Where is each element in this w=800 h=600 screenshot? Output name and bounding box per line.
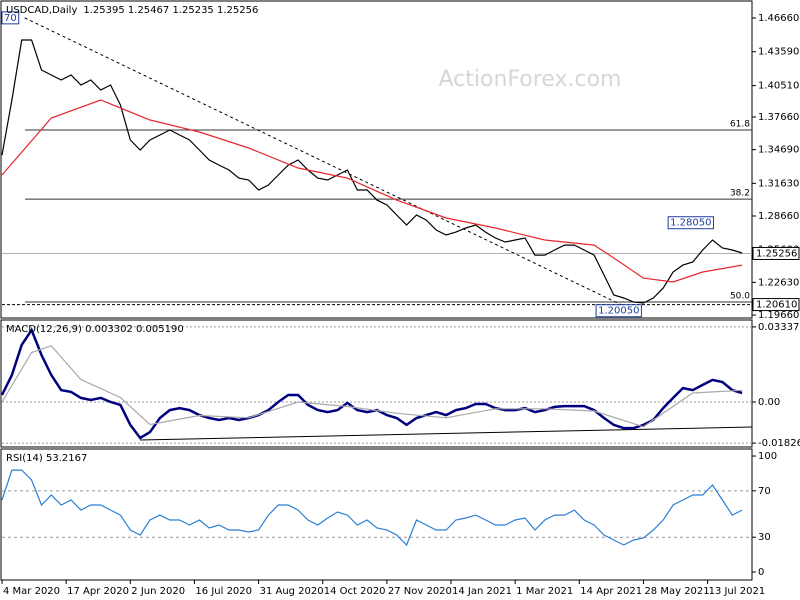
y-tick-label: 1.19660 bbox=[758, 310, 799, 321]
y-tick-label: 1.34690 bbox=[758, 145, 799, 156]
series-line bbox=[1, 99, 743, 283]
y-tick-label: 1.22630 bbox=[758, 277, 799, 288]
y-tick-label: -0.018262 bbox=[758, 438, 800, 449]
y-tick-label: 1.31630 bbox=[758, 178, 799, 189]
annotation-label: 70 bbox=[4, 13, 17, 24]
series-line bbox=[0, 327, 743, 440]
y-tick-label: 0.03337 bbox=[758, 322, 799, 333]
x-tick-label: 27 Nov 2020 bbox=[388, 586, 452, 597]
panel-title: RSI(14) 53.2167 bbox=[6, 453, 87, 464]
x-tick-label: 14 Jan 2021 bbox=[452, 586, 512, 597]
series-line bbox=[1, 345, 743, 428]
panel-title: MACD(12,26,9) 0.003302 0.005190 bbox=[6, 324, 184, 335]
panel-frame bbox=[0, 448, 753, 581]
annotation-box bbox=[667, 216, 714, 230]
x-tick-label: 13 Jul 2021 bbox=[709, 586, 766, 597]
support-label: 1.20610 bbox=[756, 300, 797, 311]
annotation-box bbox=[595, 304, 642, 318]
annotation-label: 1.20050 bbox=[598, 306, 639, 317]
annotation-label: 1.28050 bbox=[670, 218, 711, 229]
y-tick-label: 1.43590 bbox=[758, 47, 799, 58]
panel-frame bbox=[0, 0, 753, 319]
y-tick-label: 0 bbox=[758, 567, 764, 578]
y-tick-label: 30 bbox=[758, 532, 771, 543]
y-tick-label: 100 bbox=[758, 451, 777, 462]
x-tick-label: 1 Mar 2021 bbox=[516, 586, 573, 597]
series-line bbox=[1, 469, 743, 547]
x-tick-label: 28 May 2021 bbox=[644, 586, 709, 597]
watermark: ActionForex.com bbox=[439, 67, 622, 92]
trendline bbox=[140, 426, 753, 441]
y-tick-label: 70 bbox=[758, 486, 771, 497]
panel-title: USDCAD,Daily bbox=[6, 5, 77, 16]
y-tick-label: 1.28660 bbox=[758, 211, 799, 222]
fib-label: 61.8 bbox=[730, 119, 750, 129]
y-tick-label: 1.37660 bbox=[758, 112, 799, 123]
price-box bbox=[752, 298, 800, 312]
panel-frame bbox=[0, 319, 753, 448]
x-tick-label: 14 Apr 2021 bbox=[580, 586, 642, 597]
y-tick-label: 0.00 bbox=[758, 397, 780, 408]
y-tick-label: 1.46660 bbox=[758, 13, 799, 24]
fib-label: 50.0 bbox=[730, 292, 750, 302]
price-box bbox=[752, 246, 800, 260]
x-tick-label: 2 Jun 2020 bbox=[131, 586, 185, 597]
trendline bbox=[24, 17, 634, 312]
fib-label: 38.2 bbox=[730, 189, 750, 199]
x-tick-label: 4 Mar 2020 bbox=[3, 586, 60, 597]
x-tick-label: 31 Aug 2020 bbox=[260, 586, 324, 597]
x-tick-label: 14 Oct 2020 bbox=[324, 586, 386, 597]
series-line bbox=[1, 39, 743, 304]
y-tick-label: 1.40510 bbox=[758, 81, 799, 92]
panel-subtitle: 1.25395 1.25467 1.25235 1.25256 bbox=[83, 5, 258, 16]
price-label: 1.25256 bbox=[756, 248, 797, 259]
x-tick-label: 16 Jul 2020 bbox=[195, 586, 252, 597]
x-tick-label: 17 Apr 2020 bbox=[67, 586, 129, 597]
annotation-box bbox=[1, 11, 20, 25]
